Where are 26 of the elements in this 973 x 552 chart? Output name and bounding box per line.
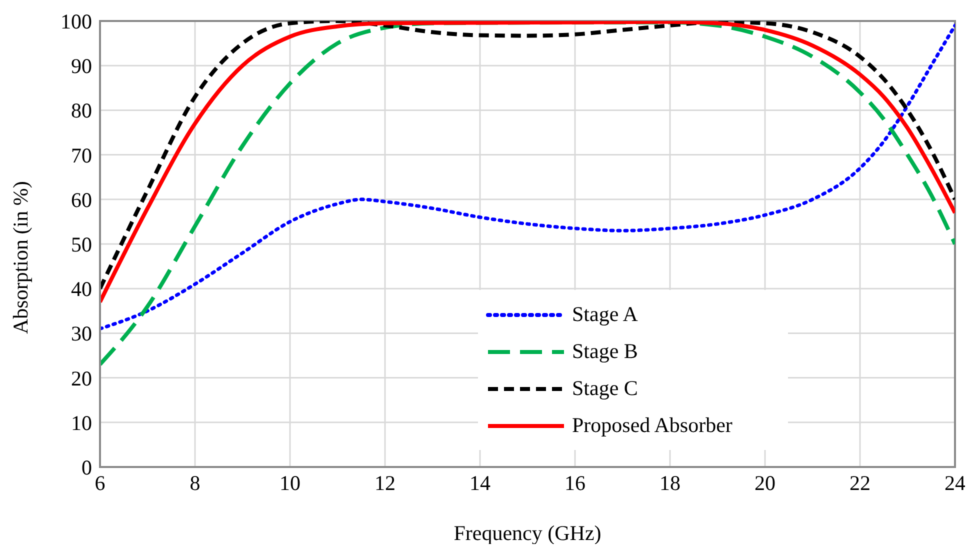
x-tick-label: 16	[564, 470, 586, 495]
x-tick-label: 18	[660, 470, 680, 495]
y-tick-label: 70	[71, 143, 92, 168]
y-tick-label: 40	[71, 277, 92, 302]
y-tick-label: 50	[71, 232, 92, 256]
y-tick-label: 100	[60, 9, 92, 34]
y-tick-label: 30	[71, 322, 92, 346]
legend-label: Stage B	[572, 339, 638, 364]
x-tick-label: 6	[94, 470, 106, 495]
x-tick-label: 20	[754, 470, 776, 495]
x-tick-label: 12	[374, 470, 396, 495]
y-axis-title: Absorption (in %)	[8, 181, 32, 334]
y-tick-label: 60	[71, 188, 92, 212]
legend-label: Stage A	[572, 302, 638, 327]
y-tick-label: 0	[82, 455, 92, 480]
legend-label: Stage C	[572, 376, 638, 401]
x-tick-label: 10	[280, 470, 300, 495]
y-tick-label: 80	[71, 98, 92, 123]
y-tick-label: 20	[71, 366, 92, 390]
y-tick-label: 90	[71, 54, 92, 78]
x-tick-label: 22	[850, 470, 870, 495]
x-tick-label: 8	[190, 470, 200, 495]
y-tick-label: 10	[71, 410, 92, 435]
x-tick-label: 14	[470, 470, 491, 495]
x-tick-label: 24	[944, 470, 966, 495]
legend-label: Proposed Absorber	[572, 413, 732, 438]
